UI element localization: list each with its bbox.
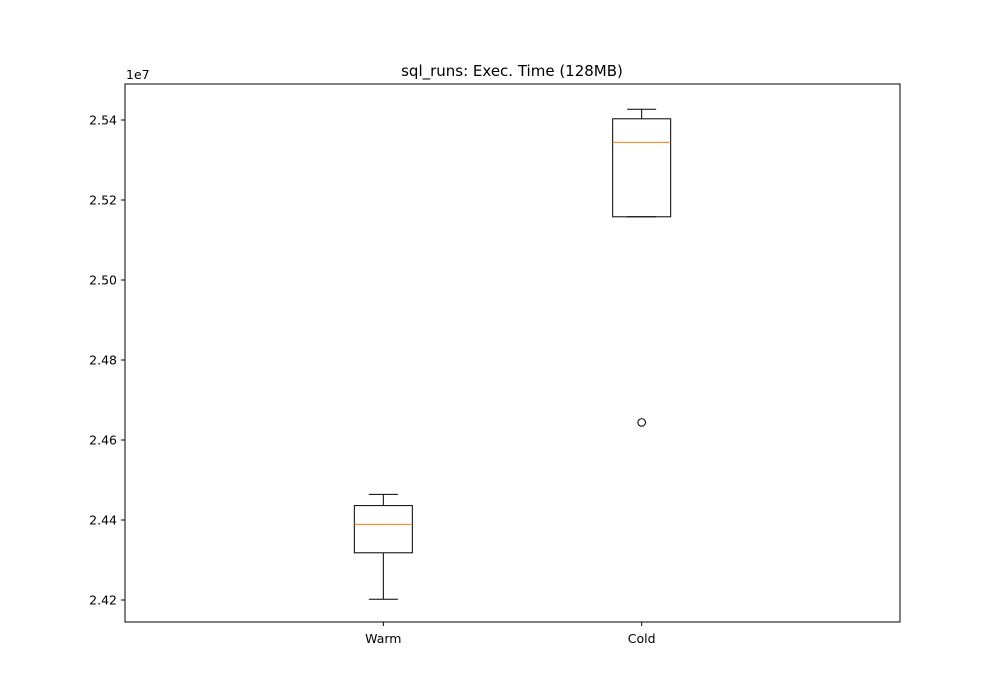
y-axis-offset-label: 1e7	[126, 67, 150, 82]
box-iqr	[612, 118, 672, 218]
x-tick-label: Cold	[628, 631, 656, 646]
box-outlier-point	[637, 418, 646, 427]
y-tick-label: 2.46	[89, 433, 117, 448]
axes-frame	[124, 83, 901, 623]
y-tick-label: 2.42	[89, 593, 117, 608]
y-tick-label: 2.50	[89, 273, 117, 288]
chart-title: sql_runs: Exec. Time (128MB)	[401, 62, 623, 81]
plot-area: 2.42 2.44 2.46 2.48 2.50 2.52 2.54 Warm Cold	[89, 108, 672, 646]
y-tick-label: 2.52	[89, 193, 117, 208]
y-tick-label: 2.54	[89, 113, 117, 128]
y-tick-label: 2.48	[89, 353, 117, 368]
x-tick-label: Warm	[365, 631, 401, 646]
y-tick-label: 2.44	[89, 513, 117, 528]
box-iqr	[353, 505, 413, 554]
